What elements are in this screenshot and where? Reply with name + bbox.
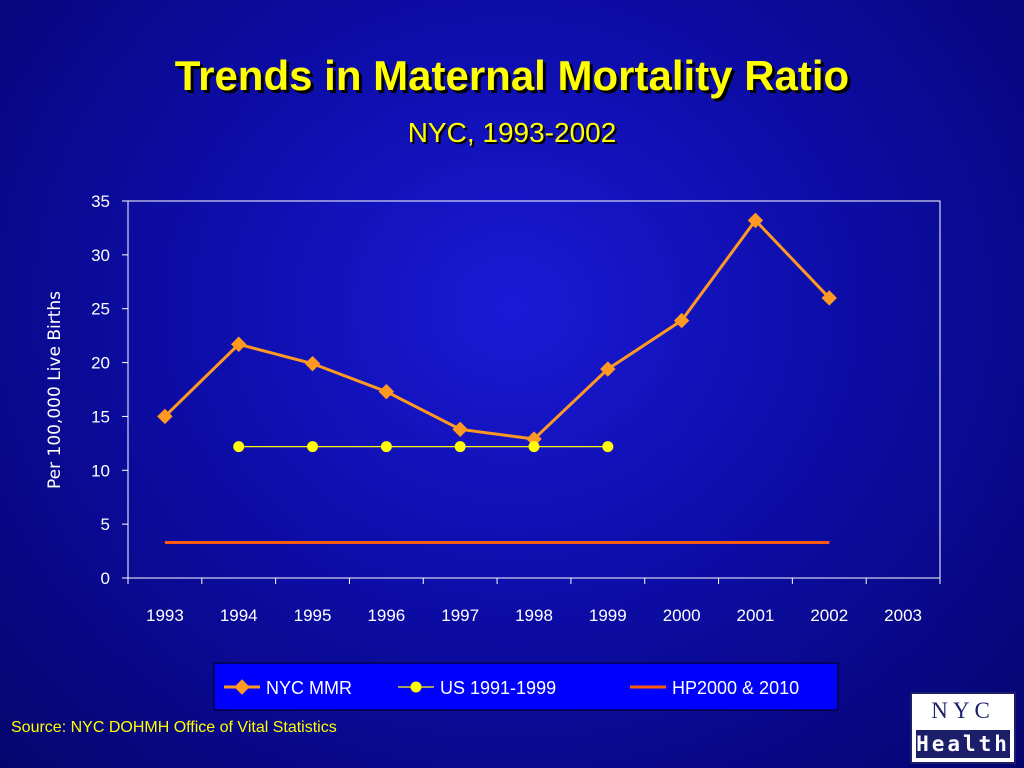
legend-item-us-1991-1999: US 1991-1999 bbox=[398, 678, 556, 698]
data-point-nyc-mmr bbox=[673, 312, 690, 329]
legend-item-hp2000-2010: HP2000 & 2010 bbox=[630, 678, 799, 698]
data-point-us-1991-1999 bbox=[380, 441, 392, 453]
data-point-nyc-mmr bbox=[452, 421, 468, 438]
series-us-1991-1999 bbox=[233, 441, 614, 453]
y-tick-label: 10 bbox=[91, 461, 110, 480]
slide-title: Trends in Maternal Mortality Ratio bbox=[174, 52, 850, 99]
y-axis-label: Per 100,000 Live Births bbox=[45, 291, 65, 489]
data-point-nyc-mmr bbox=[747, 212, 764, 229]
data-point-us-1991-1999 bbox=[233, 441, 245, 453]
data-point-nyc-mmr bbox=[378, 383, 395, 400]
plot-area bbox=[127, 200, 941, 579]
x-tick-label: 2000 bbox=[663, 606, 701, 625]
axes: 0 5 10 15 20 25 30 35 1993 1994 1995 1996 1997 1998 19… bbox=[91, 192, 941, 625]
data-point-nyc-mmr bbox=[231, 336, 247, 352]
x-tick-label: 2003 bbox=[884, 606, 922, 625]
legend: NYC MMR US 1991-1999 HP2000 & 2010 bbox=[213, 662, 839, 711]
data-point-nyc-mmr bbox=[304, 355, 321, 372]
legend-label: HP2000 & 2010 bbox=[672, 678, 799, 698]
series-line-nyc-mmr bbox=[163, 218, 831, 441]
series-group bbox=[157, 212, 837, 544]
x-tick-label: 1996 bbox=[367, 606, 405, 625]
y-tick-label: 20 bbox=[91, 354, 110, 373]
x-tick-label: 1998 bbox=[515, 606, 553, 625]
y-tick-label: 35 bbox=[91, 192, 110, 211]
legend-swatch-marker bbox=[410, 681, 422, 693]
legend-label: NYC MMR bbox=[266, 678, 352, 698]
data-point-nyc-mmr bbox=[821, 290, 837, 306]
legend-label: US 1991-1999 bbox=[440, 678, 556, 698]
legend-swatch-marker bbox=[234, 679, 250, 695]
x-tick-label: 1995 bbox=[294, 606, 332, 625]
data-point-nyc-mmr bbox=[157, 408, 173, 425]
y-tick-label: 0 bbox=[101, 569, 110, 588]
logo-health-text: Health bbox=[916, 730, 1010, 758]
data-point-nyc-mmr bbox=[600, 361, 616, 377]
x-tick-label: 2001 bbox=[737, 606, 775, 625]
series-nyc-mmr bbox=[157, 212, 837, 447]
x-tick-label: 1993 bbox=[146, 606, 184, 625]
source-note: Source: NYC DOHMH Office of Vital Statis… bbox=[11, 719, 337, 736]
slide-subtitle: NYC, 1993-2002 bbox=[407, 117, 617, 148]
data-point-us-1991-1999 bbox=[602, 441, 614, 453]
y-tick-label: 15 bbox=[91, 407, 110, 426]
data-point-us-1991-1999 bbox=[528, 441, 540, 453]
logo-nyc-text: NYC bbox=[931, 698, 995, 723]
x-tick-label: 1999 bbox=[589, 606, 627, 625]
x-tick-label: 2002 bbox=[810, 606, 848, 625]
legend-box bbox=[213, 662, 839, 711]
data-point-us-1991-1999 bbox=[307, 441, 319, 453]
y-tick-label: 30 bbox=[91, 246, 110, 265]
data-point-us-1991-1999 bbox=[454, 441, 466, 453]
nyc-health-logo: NYC Health bbox=[910, 692, 1016, 764]
x-tick-label: 1997 bbox=[441, 606, 479, 625]
legend-item-nyc-mmr: NYC MMR bbox=[224, 678, 352, 698]
x-tick-label: 1994 bbox=[220, 606, 258, 625]
y-tick-label: 5 bbox=[101, 515, 110, 534]
y-tick-label: 25 bbox=[91, 300, 110, 319]
